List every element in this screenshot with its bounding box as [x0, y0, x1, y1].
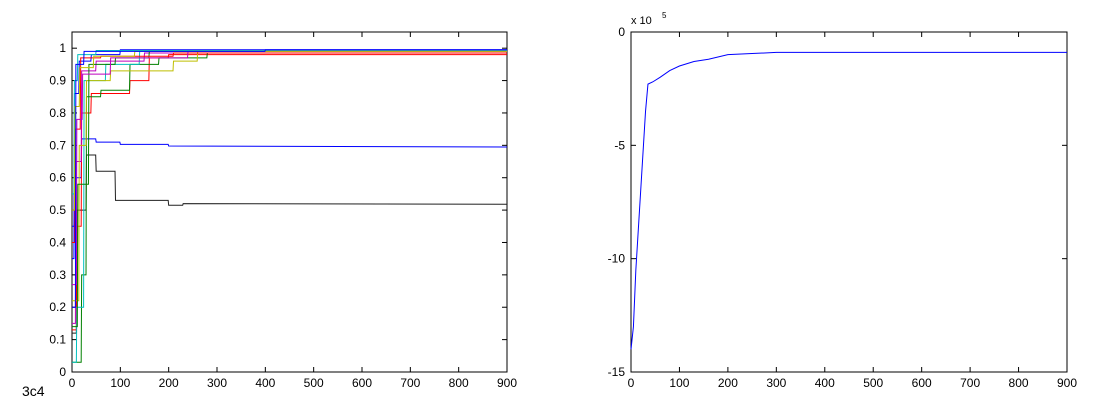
x-tick-label: 700: [960, 376, 980, 390]
y-tick-label: 0.4: [49, 235, 66, 249]
axis-multiplier: x 10: [631, 15, 652, 27]
x-tick-label: 700: [400, 376, 420, 390]
x-tick-label: 600: [912, 376, 932, 390]
x-tick-label: 400: [815, 376, 835, 390]
y-tick-label: 0.1: [49, 333, 66, 347]
axes-box: [630, 31, 1068, 373]
axes-box: [71, 31, 508, 373]
axis-multiplier-exponent: 5: [662, 11, 667, 20]
x-tick-label: 500: [304, 376, 324, 390]
x-tick-label: 800: [449, 376, 469, 390]
data-line: [72, 50, 507, 211]
x-tick-label: 0: [628, 376, 635, 390]
data-line: [630, 51, 1067, 350]
x-tick-label: 500: [863, 376, 883, 390]
x-tick-label: 900: [1057, 376, 1077, 390]
x-tick-label: 200: [718, 376, 738, 390]
x-tick-label: 300: [766, 376, 786, 390]
x-tick-label: 0: [69, 376, 76, 390]
y-tick-label: 0: [59, 365, 66, 379]
y-tick-label: -10: [608, 252, 626, 266]
y-tick-label: 0.6: [49, 171, 66, 185]
x-tick-label: 200: [159, 376, 179, 390]
y-tick-label: 0.9: [49, 74, 66, 88]
y-tick-label: 0: [618, 25, 625, 39]
x-tick-label: 900: [497, 376, 517, 390]
x-tick-label: 800: [1009, 376, 1029, 390]
y-tick-label: 0.7: [49, 138, 66, 152]
y-tick-label: 0.2: [49, 300, 66, 314]
y-tick-label: 0.8: [49, 106, 66, 120]
data-line: [72, 52, 507, 363]
data-line: [72, 50, 507, 328]
x-tick-label: 100: [110, 376, 130, 390]
data-line: [72, 154, 508, 334]
y-tick-label: -5: [614, 138, 625, 152]
data-line: [72, 49, 507, 308]
data-line: [72, 50, 507, 302]
y-tick-label: 1: [59, 41, 66, 55]
y-tick-label: 0.5: [49, 203, 66, 217]
y-tick-label: 0.3: [49, 268, 66, 282]
x-tick-label: 600: [352, 376, 372, 390]
x-tick-label: 400: [255, 376, 275, 390]
x-tick-label: 100: [669, 376, 689, 390]
data-line: [72, 50, 507, 286]
x-tick-label: 300: [207, 376, 227, 390]
figure-caption: 3c4: [22, 383, 45, 399]
y-tick-label: -15: [608, 365, 626, 379]
